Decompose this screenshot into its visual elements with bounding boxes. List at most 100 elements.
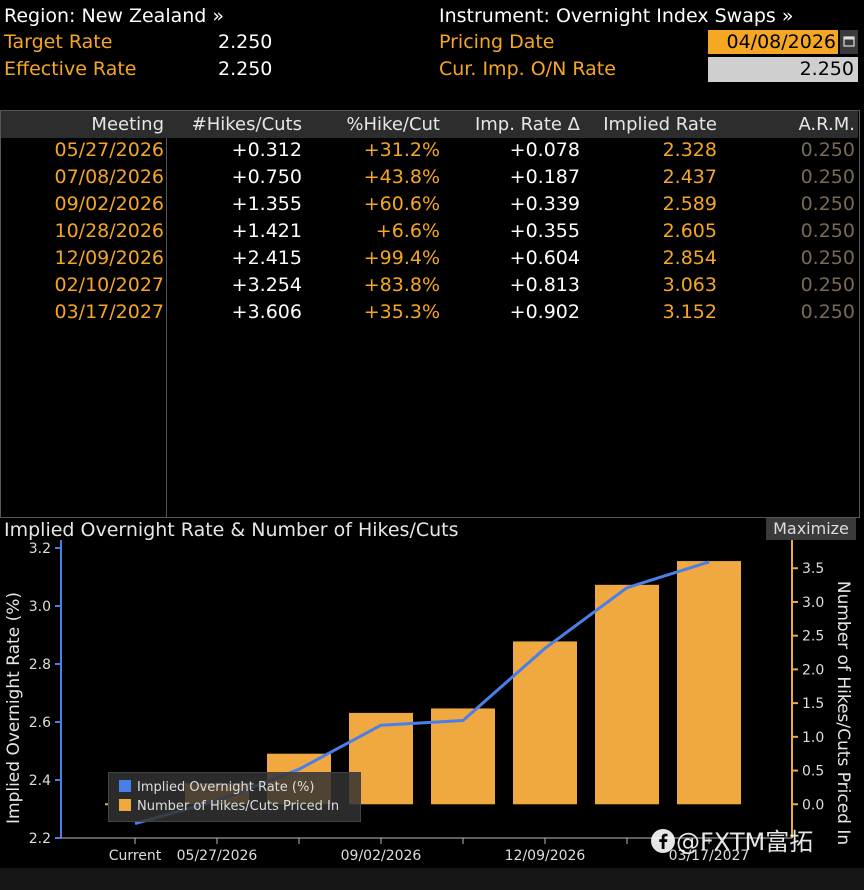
- legend-item-rate: Implied Overnight Rate (%): [119, 779, 314, 797]
- cell-imp-rate-delta: +0.604: [509, 247, 580, 269]
- y2-tick-label: 0.5: [802, 764, 824, 780]
- y-axis-title: Implied Overnight Rate (%): [4, 592, 24, 824]
- cell-imp-rate-delta: +0.813: [509, 274, 580, 296]
- col-header-imp-rate-delta[interactable]: Imp. Rate Δ: [474, 114, 580, 135]
- table-row[interactable]: 10/28/2026 +1.421 +6.6% +0.355 2.605 0.250: [0, 218, 860, 245]
- legend-swatch-hikes: [119, 799, 131, 811]
- instrument-selector[interactable]: Instrument: Overnight Index Swaps »: [439, 5, 794, 27]
- y2-tick-label: 1.5: [802, 696, 824, 712]
- y2-tick-label: 2.5: [802, 629, 824, 645]
- cell-implied-rate: 2.328: [662, 139, 717, 161]
- table-row[interactable]: 02/10/2027 +3.254 +83.8% +0.813 3.063 0.250: [0, 272, 860, 299]
- x-tick-label: Current: [109, 848, 162, 864]
- col-header-hikes-cuts[interactable]: #Hikes/Cuts: [191, 114, 302, 135]
- bar-hikes-cuts: [595, 584, 659, 805]
- cell-arm: 0.250: [800, 301, 855, 323]
- table-row[interactable]: 07/08/2026 +0.750 +43.8% +0.187 2.437 0.250: [0, 164, 860, 191]
- cell-hikes-cuts: +0.750: [231, 166, 302, 188]
- legend-label-hikes: Number of Hikes/Cuts Priced In: [137, 799, 340, 814]
- cell-implied-rate: 3.063: [662, 274, 717, 296]
- watermark-text: @FXTM富拓: [676, 828, 814, 856]
- bar-hikes-cuts: [513, 641, 577, 805]
- calendar-icon[interactable]: [840, 30, 858, 54]
- cell-imp-rate-delta: +0.339: [509, 193, 580, 215]
- cell-implied-rate: 2.605: [662, 220, 717, 242]
- meetings-table: [0, 110, 860, 518]
- cell-hikes-cuts: +2.415: [231, 247, 302, 269]
- facebook-icon: [651, 829, 675, 853]
- table-row[interactable]: 09/02/2026 +1.355 +60.6% +0.339 2.589 0.250: [0, 191, 860, 218]
- y-tick-label: 2.6: [29, 715, 51, 731]
- bar-hikes-cuts: [431, 708, 495, 805]
- cell-meeting: 03/17/2027: [54, 301, 164, 323]
- y2-tick-label: 0.0: [802, 797, 824, 813]
- cell-meeting: 10/28/2026: [54, 220, 164, 242]
- col-header-arm[interactable]: A.R.M.: [798, 114, 855, 135]
- cell-meeting: 12/09/2026: [54, 247, 164, 269]
- chart-legend: Implied Overnight Rate (%) Number of Hik…: [108, 772, 361, 822]
- cell-arm: 0.250: [800, 166, 855, 188]
- chart-title: Implied Overnight Rate & Number of Hikes…: [4, 519, 459, 541]
- cell-imp-rate-delta: +0.078: [509, 139, 580, 161]
- cell-imp-rate-delta: +0.187: [509, 166, 580, 188]
- cell-meeting: 07/08/2026: [54, 166, 164, 188]
- table-row[interactable]: 03/17/2027 +3.606 +35.3% +0.902 3.152 0.250: [0, 299, 860, 326]
- bar-hikes-cuts: [677, 561, 741, 805]
- table-header: [1, 111, 858, 138]
- pricing-date-field[interactable]: 04/08/2026: [708, 30, 838, 54]
- col-header-implied-rate[interactable]: Implied Rate: [603, 114, 717, 135]
- cell-pct-hike-cut: +83.8%: [363, 274, 440, 296]
- cell-pct-hike-cut: +43.8%: [363, 166, 440, 188]
- cur-imp-rate-label: Cur. Imp. O/N Rate: [439, 58, 616, 80]
- y-tick-label: 2.2: [29, 831, 51, 847]
- cell-arm: 0.250: [800, 193, 855, 215]
- cell-imp-rate-delta: +0.355: [509, 220, 580, 242]
- cell-arm: 0.250: [800, 274, 855, 296]
- cell-hikes-cuts: +3.606: [231, 301, 302, 323]
- target-rate-value: 2.250: [218, 31, 273, 53]
- cell-meeting: 05/27/2026: [54, 139, 164, 161]
- y-tick-label: 2.8: [29, 657, 51, 673]
- bottom-bar: [0, 868, 864, 890]
- cell-implied-rate: 2.437: [662, 166, 717, 188]
- y-tick-label: 2.4: [29, 773, 51, 789]
- maximize-button[interactable]: Maximize: [766, 518, 856, 540]
- col-header-pct-hike-cut[interactable]: %Hike/Cut: [346, 114, 440, 135]
- cell-meeting: 09/02/2026: [54, 193, 164, 215]
- region-selector[interactable]: Region: New Zealand »: [4, 5, 225, 27]
- legend-swatch-rate: [119, 780, 131, 792]
- legend-item-hikes: Number of Hikes/Cuts Priced In: [119, 798, 339, 816]
- x-tick-label: 12/09/2026: [505, 848, 586, 864]
- cell-pct-hike-cut: +35.3%: [363, 301, 440, 323]
- watermark: @FXTM富拓: [650, 822, 813, 857]
- col-header-meeting[interactable]: Meeting: [91, 114, 164, 135]
- cell-arm: 0.250: [800, 247, 855, 269]
- cell-pct-hike-cut: +31.2%: [363, 139, 440, 161]
- cell-hikes-cuts: +3.254: [231, 274, 302, 296]
- cell-hikes-cuts: +0.312: [231, 139, 302, 161]
- table-row[interactable]: 12/09/2026 +2.415 +99.4% +0.604 2.854 0.250: [0, 245, 860, 272]
- cell-arm: 0.250: [800, 220, 855, 242]
- y2-axis-title: Number of Hikes/Cuts Priced In: [833, 581, 853, 845]
- cell-meeting: 02/10/2027: [54, 274, 164, 296]
- y2-tick-label: 2.0: [802, 662, 824, 678]
- cur-imp-rate-field[interactable]: 2.250: [708, 57, 858, 82]
- cell-hikes-cuts: +1.355: [231, 193, 302, 215]
- x-tick-label: 05/27/2026: [177, 848, 258, 864]
- table-row[interactable]: 05/27/2026 +0.312 +31.2% +0.078 2.328 0.250: [0, 137, 860, 164]
- cell-implied-rate: 3.152: [662, 301, 717, 323]
- cell-implied-rate: 2.589: [662, 193, 717, 215]
- x-tick-label: 09/02/2026: [341, 848, 422, 864]
- pricing-date-label: Pricing Date: [439, 31, 555, 53]
- cell-arm: 0.250: [800, 139, 855, 161]
- y-tick-label: 3.2: [29, 541, 51, 557]
- legend-label-rate: Implied Overnight Rate (%): [137, 780, 315, 795]
- cell-imp-rate-delta: +0.902: [509, 301, 580, 323]
- cell-pct-hike-cut: +60.6%: [363, 193, 440, 215]
- y2-tick-label: 3.5: [802, 561, 824, 577]
- column-divider: [166, 138, 167, 518]
- cell-pct-hike-cut: +6.6%: [375, 220, 440, 242]
- target-rate-label: Target Rate: [4, 31, 113, 53]
- cell-pct-hike-cut: +99.4%: [363, 247, 440, 269]
- effective-rate-label: Effective Rate: [4, 58, 137, 80]
